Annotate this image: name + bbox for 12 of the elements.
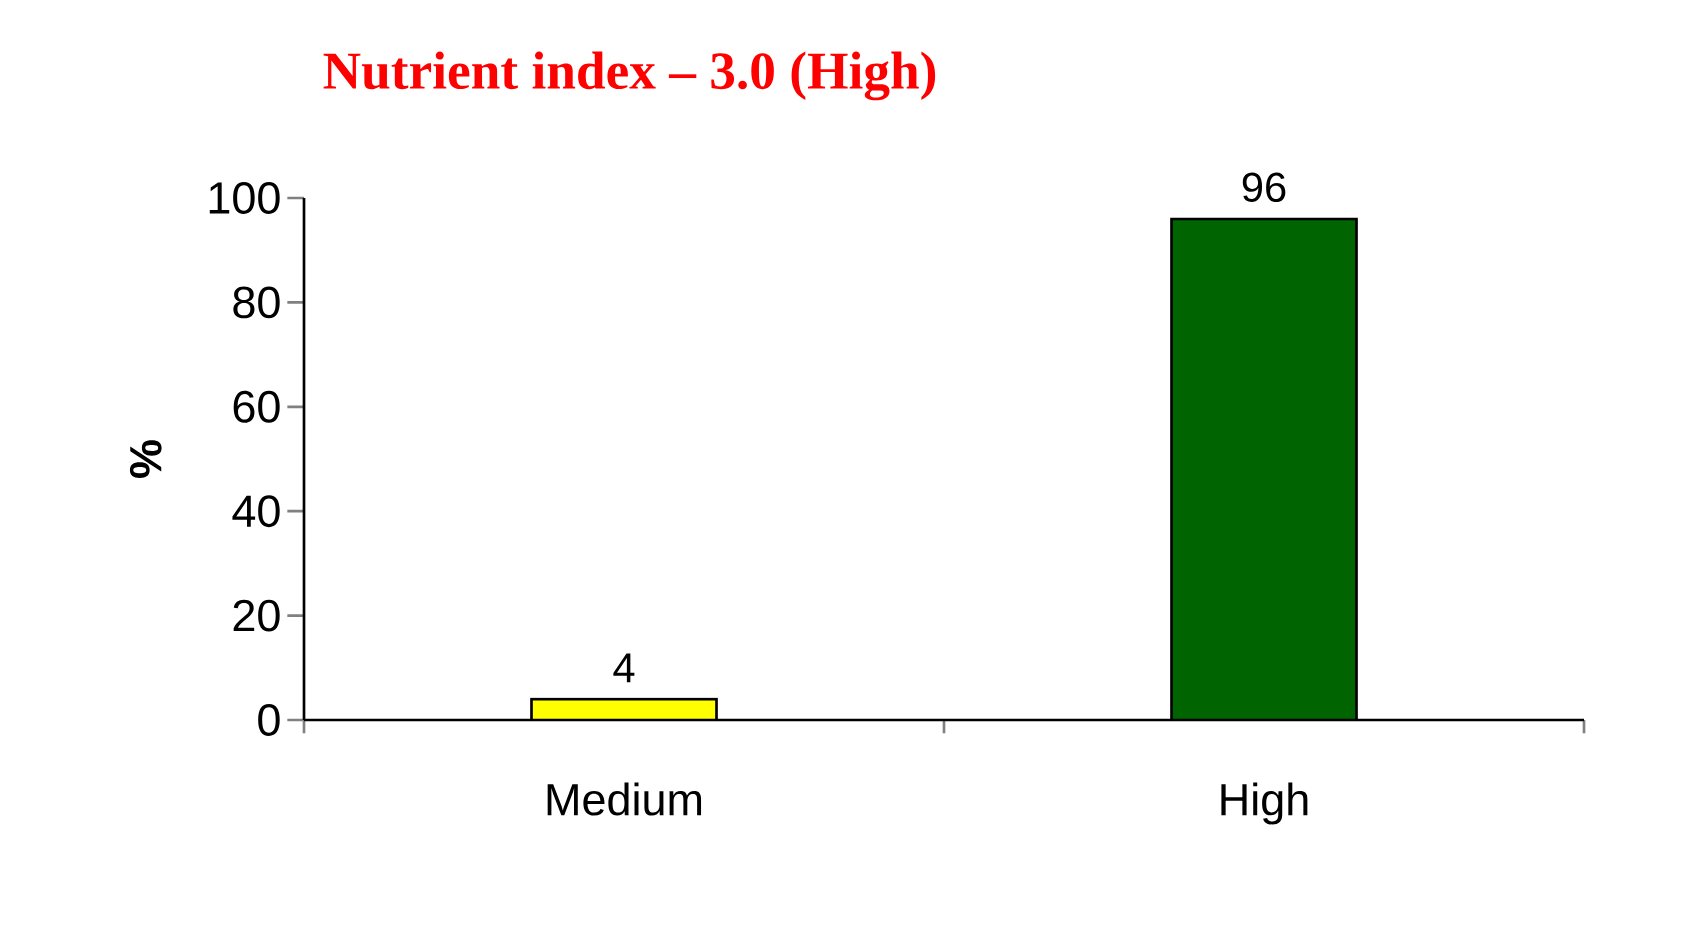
y-tick-label: 20 xyxy=(233,599,280,632)
x-tick-label: Medium xyxy=(547,782,702,816)
chart-title: Nutrient index – 3.0 (High) xyxy=(323,51,936,101)
data-label: 4 xyxy=(613,653,635,683)
y-tick-label: 40 xyxy=(232,495,280,528)
y-tick-label: 60 xyxy=(233,390,280,423)
y-tick-label: 80 xyxy=(233,286,280,319)
data-label: 96 xyxy=(1242,172,1286,202)
x-tick-label: High xyxy=(1221,782,1308,825)
y-tick-label: 100 xyxy=(209,182,280,214)
y-axis-title: % xyxy=(129,440,162,478)
y-tick-label: 0 xyxy=(258,704,280,736)
